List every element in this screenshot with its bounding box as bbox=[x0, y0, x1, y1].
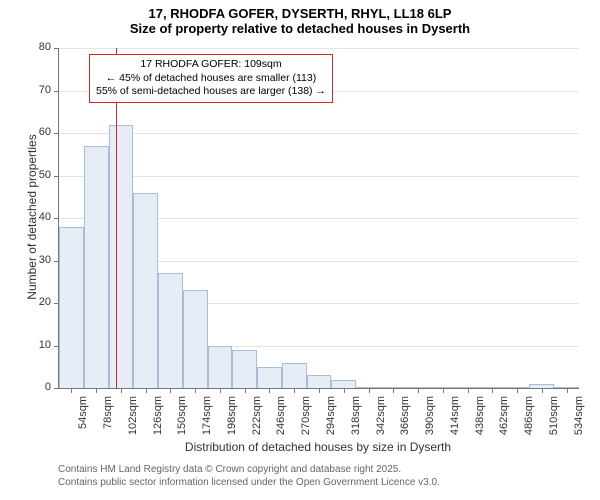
histogram-bar bbox=[208, 346, 233, 389]
xtick-mark bbox=[269, 388, 270, 393]
gridline bbox=[59, 133, 579, 134]
histogram-bar bbox=[282, 363, 307, 389]
xtick-label: 390sqm bbox=[424, 396, 436, 446]
xtick-label: 246sqm bbox=[275, 396, 287, 446]
xtick-mark bbox=[443, 388, 444, 393]
annotation-line-1: 17 RHODFA GOFER: 109sqm bbox=[96, 58, 326, 72]
histogram-bar bbox=[84, 146, 109, 388]
xtick-label: 78sqm bbox=[102, 396, 114, 446]
title-line-2: Size of property relative to detached ho… bbox=[0, 21, 600, 36]
histogram-bar bbox=[59, 227, 84, 389]
xtick-label: 318sqm bbox=[350, 396, 362, 446]
xtick-mark bbox=[121, 388, 122, 393]
xtick-label: 222sqm bbox=[251, 396, 263, 446]
xtick-mark bbox=[294, 388, 295, 393]
ytick-mark bbox=[54, 176, 59, 177]
xtick-mark bbox=[245, 388, 246, 393]
ytick-mark bbox=[54, 388, 59, 389]
xtick-mark bbox=[344, 388, 345, 393]
xtick-label: 534sqm bbox=[573, 396, 585, 446]
title-line-1: 17, RHODFA GOFER, DYSERTH, RHYL, LL18 6L… bbox=[0, 0, 600, 21]
xtick-label: 150sqm bbox=[176, 396, 188, 446]
histogram-bar bbox=[183, 290, 208, 388]
footer-line-1: Contains HM Land Registry data © Crown c… bbox=[58, 464, 401, 475]
histogram-bar bbox=[257, 367, 282, 388]
xtick-mark bbox=[96, 388, 97, 393]
histogram-bar bbox=[109, 125, 134, 389]
xtick-label: 366sqm bbox=[399, 396, 411, 446]
xtick-label: 174sqm bbox=[201, 396, 213, 446]
annotation-box: 17 RHODFA GOFER: 109sqm← 45% of detached… bbox=[89, 54, 333, 103]
xtick-mark bbox=[492, 388, 493, 393]
xtick-label: 270sqm bbox=[300, 396, 312, 446]
xtick-mark bbox=[170, 388, 171, 393]
xtick-mark bbox=[220, 388, 221, 393]
xtick-mark bbox=[418, 388, 419, 393]
chart-container: 17, RHODFA GOFER, DYSERTH, RHYL, LL18 6L… bbox=[0, 0, 600, 500]
histogram-bar bbox=[331, 380, 356, 389]
histogram-bar bbox=[232, 350, 257, 388]
gridline bbox=[59, 176, 579, 177]
ytick-mark bbox=[54, 91, 59, 92]
annotation-line-3: 55% of semi-detached houses are larger (… bbox=[96, 85, 326, 99]
ytick-mark bbox=[54, 133, 59, 134]
xtick-label: 342sqm bbox=[375, 396, 387, 446]
xtick-label: 510sqm bbox=[548, 396, 560, 446]
x-axis-label: Distribution of detached houses by size … bbox=[58, 440, 578, 454]
footer-line-2: Contains public sector information licen… bbox=[58, 477, 440, 488]
ytick-mark bbox=[54, 48, 59, 49]
histogram-bar bbox=[158, 273, 183, 388]
xtick-label: 486sqm bbox=[523, 396, 535, 446]
xtick-mark bbox=[567, 388, 568, 393]
xtick-label: 102sqm bbox=[127, 396, 139, 446]
xtick-mark bbox=[542, 388, 543, 393]
histogram-chart: 0102030405060708054sqm78sqm102sqm126sqm1… bbox=[58, 48, 579, 389]
xtick-label: 126sqm bbox=[152, 396, 164, 446]
xtick-mark bbox=[71, 388, 72, 393]
histogram-bar bbox=[307, 375, 332, 388]
xtick-label: 54sqm bbox=[77, 396, 89, 446]
xtick-mark bbox=[319, 388, 320, 393]
xtick-mark bbox=[393, 388, 394, 393]
annotation-line-2: ← 45% of detached houses are smaller (11… bbox=[96, 72, 326, 86]
xtick-label: 438sqm bbox=[474, 396, 486, 446]
xtick-mark bbox=[517, 388, 518, 393]
xtick-label: 294sqm bbox=[325, 396, 337, 446]
xtick-label: 198sqm bbox=[226, 396, 238, 446]
xtick-label: 462sqm bbox=[498, 396, 510, 446]
xtick-mark bbox=[195, 388, 196, 393]
xtick-mark bbox=[146, 388, 147, 393]
y-axis-label: Number of detached properties bbox=[25, 47, 39, 387]
ytick-mark bbox=[54, 218, 59, 219]
xtick-mark bbox=[369, 388, 370, 393]
xtick-label: 414sqm bbox=[449, 396, 461, 446]
histogram-bar bbox=[133, 193, 158, 389]
xtick-mark bbox=[468, 388, 469, 393]
gridline bbox=[59, 48, 579, 49]
